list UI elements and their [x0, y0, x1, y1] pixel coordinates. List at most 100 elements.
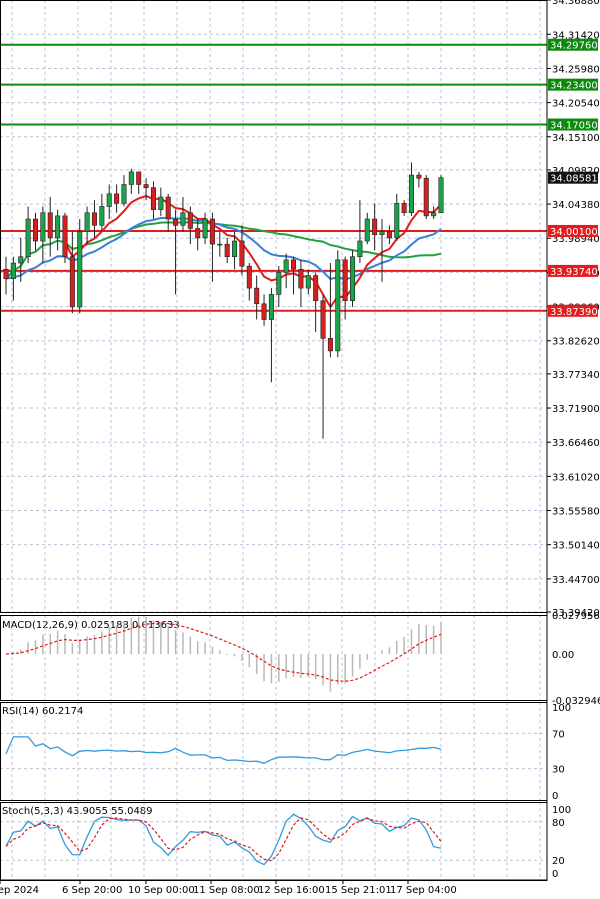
time-tick-label: 5 Sep 2024: [0, 885, 39, 896]
candle-bear[interactable]: [386, 231, 392, 239]
candle-bear[interactable]: [372, 218, 378, 236]
candle-bear[interactable]: [416, 174, 422, 179]
rsi-pane: RSI(14) 60.2174 100 70 30 0: [0, 702, 571, 802]
candle-bull[interactable]: [283, 259, 289, 273]
candle-bear[interactable]: [342, 259, 348, 301]
candle-bull[interactable]: [40, 212, 46, 242]
price-level-tag-bg: [548, 38, 598, 51]
price-tick-label: 33.61020: [552, 472, 600, 483]
macd-tick-label: 0.027956: [552, 611, 600, 622]
stoch-tick-label: 0: [552, 869, 558, 880]
candle-bear[interactable]: [47, 212, 53, 239]
candle-bear[interactable]: [136, 171, 142, 185]
candle-bull[interactable]: [84, 212, 90, 232]
stoch-title: Stoch(5,3,3) 43.9055 55.0489: [2, 806, 153, 817]
candle-bull[interactable]: [357, 240, 363, 258]
candle-bull[interactable]: [305, 275, 311, 289]
candle-bull[interactable]: [106, 193, 112, 207]
rsi-tick-label: 100: [552, 703, 571, 714]
candle-bull[interactable]: [18, 256, 24, 264]
price-tick-label: 34.09820: [552, 166, 600, 177]
rsi-tick-label: 70: [552, 729, 565, 740]
candle-bear[interactable]: [254, 287, 260, 305]
candle-bear[interactable]: [3, 268, 9, 279]
candle-bull[interactable]: [431, 212, 437, 217]
candle-bear[interactable]: [69, 256, 75, 308]
price-tick-label: 34.25980: [552, 64, 600, 75]
stoch-pane: Stoch(5,3,3) 43.9055 55.0489 100 80 20 0: [0, 802, 571, 880]
current-price-tag-bg: [548, 171, 598, 184]
macd-pane: MACD(12,26,9) 0.025188 0.013633 0.027956…: [2, 611, 600, 707]
candle-bull[interactable]: [10, 262, 16, 279]
candle-bear[interactable]: [91, 212, 97, 226]
current-price-tag: 34.08581: [550, 174, 598, 185]
price-level-tag-bg: [548, 264, 598, 277]
candlesticks[interactable]: [3, 162, 444, 439]
price-level-tag: 33.93740: [550, 267, 598, 278]
candle-bull[interactable]: [232, 240, 238, 258]
stoch-tick-label: 100: [552, 805, 571, 816]
macd-tick-label: 0.00: [552, 650, 574, 661]
candle-bear[interactable]: [209, 218, 215, 245]
candle-bull[interactable]: [128, 171, 134, 185]
candle-bull[interactable]: [99, 206, 105, 226]
candle-bull[interactable]: [25, 218, 31, 258]
price-level-tag-bg: [548, 304, 598, 317]
candle-bear[interactable]: [291, 259, 297, 270]
price-tick-label: 34.20540: [552, 99, 600, 110]
candle-bear[interactable]: [143, 184, 149, 188]
candle-bull[interactable]: [268, 294, 274, 320]
candle-bull[interactable]: [394, 203, 400, 239]
pane-frame: [0, 615, 548, 701]
candle-bear[interactable]: [239, 240, 245, 267]
candle-bear[interactable]: [401, 203, 407, 214]
candle-bear[interactable]: [62, 215, 68, 258]
candle-bull[interactable]: [350, 256, 356, 301]
candle-bull[interactable]: [217, 243, 223, 246]
candle-bull[interactable]: [438, 177, 444, 214]
candle-bear[interactable]: [114, 193, 120, 204]
candle-bear[interactable]: [173, 218, 179, 226]
candle-bear[interactable]: [32, 218, 39, 242]
price-levels: [0, 43, 547, 312]
candle-bull[interactable]: [77, 231, 83, 308]
candle-bull[interactable]: [121, 184, 127, 204]
candle-bear[interactable]: [261, 303, 267, 320]
ma-red-line: [64, 194, 442, 309]
candle-bear[interactable]: [187, 212, 193, 229]
price-level-tag: 34.23400: [550, 81, 598, 92]
candle-bull[interactable]: [379, 231, 385, 236]
candle-bull[interactable]: [180, 212, 186, 226]
candle-bear[interactable]: [327, 338, 333, 352]
candle-bear[interactable]: [313, 275, 319, 301]
price-level-tag-bg: [548, 224, 598, 237]
rsi-tick-label: 0: [552, 791, 558, 802]
pane-frame: [0, 702, 548, 801]
time-tick-label: 17 Sep 04:00: [390, 885, 457, 896]
candle-bear[interactable]: [246, 265, 252, 289]
candle-bull[interactable]: [202, 218, 208, 239]
price-tick-label: 33.66460: [552, 438, 600, 449]
price-tick-label: 33.44700: [552, 575, 600, 586]
candle-bull[interactable]: [55, 215, 61, 239]
candle-bull[interactable]: [158, 196, 164, 210]
candle-bull[interactable]: [276, 272, 282, 295]
price-level-tag: 34.17050: [550, 121, 598, 132]
candle-bear[interactable]: [195, 228, 201, 239]
candle-bear[interactable]: [298, 268, 304, 289]
price-tick-label: 33.98940: [552, 234, 600, 245]
price-level-tag: 34.00100: [550, 227, 598, 238]
candle-bear[interactable]: [165, 196, 171, 220]
price-grid: [0, 0, 547, 613]
candle-bull[interactable]: [364, 218, 370, 242]
candle-bear[interactable]: [224, 243, 230, 258]
price-level-tag-bg: [548, 78, 598, 91]
candle-bull[interactable]: [408, 174, 415, 214]
candle-bear[interactable]: [423, 177, 429, 217]
candle-bear[interactable]: [320, 300, 326, 339]
candle-bull[interactable]: [335, 259, 341, 352]
candle-bear[interactable]: [150, 187, 156, 210]
price-tick-label: 33.39420: [552, 608, 600, 619]
